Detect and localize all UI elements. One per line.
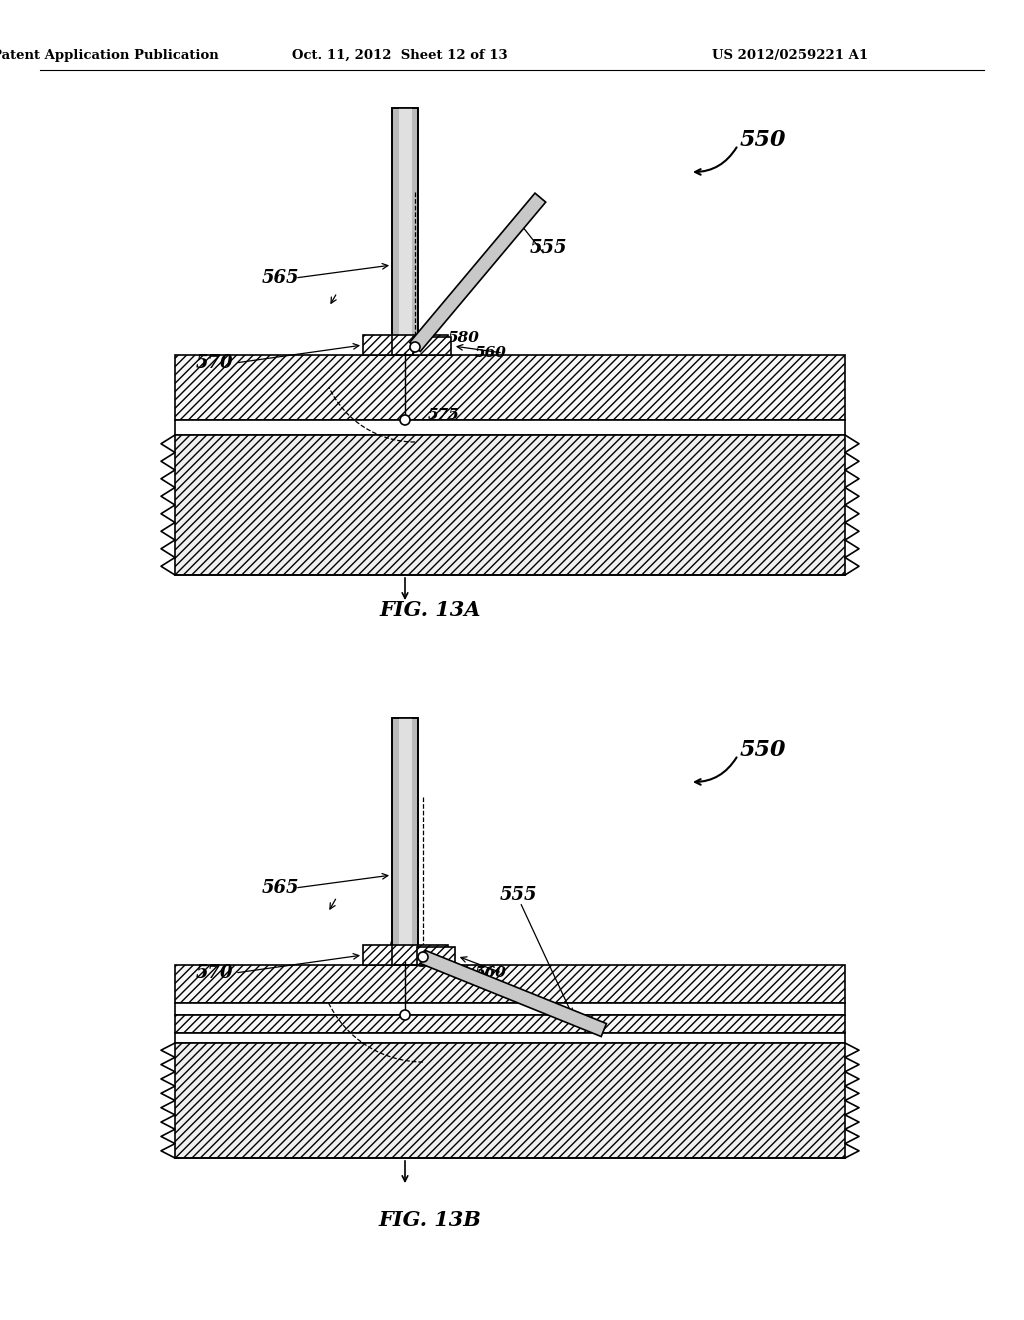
Text: 580: 580	[449, 331, 480, 345]
Polygon shape	[421, 950, 606, 1036]
Text: 555: 555	[500, 886, 538, 904]
Text: 555: 555	[530, 239, 567, 257]
Text: FIG. 13A: FIG. 13A	[379, 601, 480, 620]
Text: 575: 575	[428, 408, 460, 422]
Text: 575: 575	[388, 941, 420, 954]
Text: 550: 550	[740, 739, 786, 762]
Text: 570: 570	[196, 964, 233, 982]
Circle shape	[410, 342, 420, 352]
Bar	[362, 335, 449, 355]
Circle shape	[400, 414, 410, 425]
Text: 560: 560	[475, 966, 507, 979]
Text: 570: 570	[196, 354, 233, 372]
Bar	[392, 718, 418, 965]
Bar	[175, 355, 845, 420]
Bar	[175, 1043, 845, 1158]
Text: 560: 560	[475, 346, 507, 360]
Bar	[392, 108, 418, 355]
Bar	[175, 436, 845, 576]
Bar	[398, 108, 412, 355]
Text: 565: 565	[262, 879, 299, 898]
Circle shape	[418, 952, 428, 962]
Bar	[392, 108, 418, 355]
Bar	[175, 1015, 845, 1034]
Text: US 2012/0259221 A1: US 2012/0259221 A1	[712, 49, 868, 62]
Bar	[175, 1034, 845, 1043]
Text: 565: 565	[262, 269, 299, 286]
Bar	[392, 718, 418, 965]
Circle shape	[400, 1010, 410, 1020]
Bar	[175, 420, 845, 436]
Polygon shape	[410, 193, 546, 351]
Bar	[175, 965, 845, 1003]
Text: FIG. 13B: FIG. 13B	[379, 1210, 481, 1230]
Text: 580: 580	[418, 956, 450, 970]
Bar	[175, 1003, 845, 1015]
Bar	[398, 718, 412, 965]
Text: Oct. 11, 2012  Sheet 12 of 13: Oct. 11, 2012 Sheet 12 of 13	[292, 49, 508, 62]
Text: 550: 550	[740, 129, 786, 150]
Bar	[417, 946, 455, 965]
Bar	[362, 945, 449, 965]
Text: Patent Application Publication: Patent Application Publication	[0, 49, 218, 62]
Bar	[413, 337, 451, 355]
